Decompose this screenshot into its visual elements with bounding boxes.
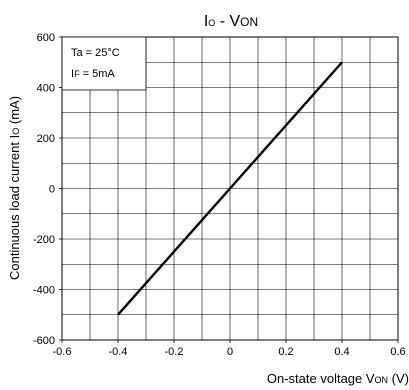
x-axis-label: On-state voltage VON (V): [267, 371, 409, 386]
y-tick-label: -400: [33, 285, 55, 297]
y-tick-label: 0: [49, 184, 55, 196]
x-tick-labels: -0.6 -0.4 -0.2 0 0.2 0.4 0.6: [53, 340, 406, 358]
annotation-temperature: Ta = 25°C: [71, 47, 120, 59]
plot-frame: [61, 36, 399, 341]
x-tick-label: 0.2: [278, 346, 293, 358]
y-tick-label: 600: [37, 32, 55, 44]
condition-annotation: Ta = 25°C IF = 5mA: [61, 36, 147, 91]
x-tick-label: -0.4: [109, 346, 128, 358]
y-tick-labels: 600 400 200 0 -200 -400 -600: [33, 32, 62, 347]
x-tick-label: 0: [227, 346, 233, 358]
series-line: [117, 61, 343, 316]
chart-title: IO - VON: [204, 13, 258, 30]
y-tick-label: 200: [37, 133, 55, 145]
data-series: [117, 61, 343, 316]
x-tick-label: 0.4: [334, 346, 349, 358]
annotation-forward-current: IF = 5mA: [71, 68, 115, 80]
x-tick-label: -0.2: [165, 346, 184, 358]
y-tick-label: -600: [33, 335, 55, 347]
x-tick-label: -0.6: [53, 346, 72, 358]
x-tick-label: 0.6: [390, 346, 405, 358]
y-tick-label: 400: [37, 83, 55, 95]
y-axis-label: Continuous load current IO (mA): [7, 96, 22, 280]
y-tick-label: -200: [33, 234, 55, 246]
